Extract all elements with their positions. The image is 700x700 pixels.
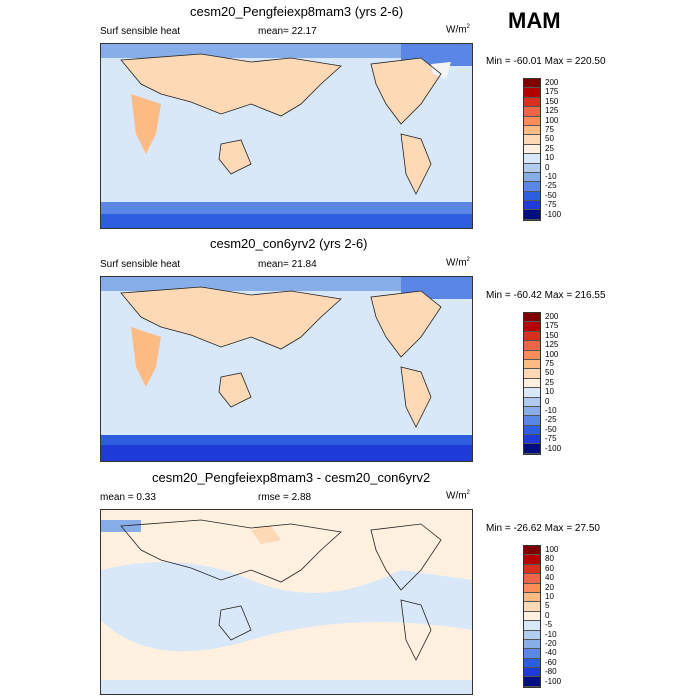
- colorbar-tick-label: 60: [545, 563, 554, 573]
- panel-1-mean-label: mean= 22.17: [258, 26, 317, 37]
- colorbar-tick-label: 75: [545, 359, 554, 368]
- panel-3-minmax: Min = -26.62 Max = 27.50: [486, 523, 600, 534]
- colorbar-tick-label: 100: [545, 545, 559, 554]
- colorbar-tick-label: -50: [545, 424, 557, 434]
- colorbar-tick-label: -80: [545, 667, 557, 677]
- colorbar-tick-label: 125: [545, 340, 559, 350]
- panel-2-units: W/m2: [446, 257, 470, 269]
- colorbar-tick-label: 150: [545, 96, 559, 106]
- colorbar-tick-label: 80: [545, 554, 554, 564]
- colorbar-tick-label: 10: [545, 153, 554, 163]
- colorbar-tick-label: 0: [545, 162, 550, 172]
- panel-3-title: cesm20_Pengfeiexp8mam3 - cesm20_con6yrv2: [152, 470, 431, 485]
- colorbar-tick-label: 150: [545, 330, 559, 340]
- panel-1-colorbar: [523, 78, 541, 221]
- colorbar-tick-label: 10: [545, 387, 554, 397]
- panel-1-map-graphic: [101, 44, 472, 228]
- panel-3-colorbar: [523, 545, 541, 688]
- colorbar-tick-label: 0: [545, 610, 550, 620]
- colorbar-tick-label: 125: [545, 106, 559, 116]
- panel-2-mean-label: mean= 21.84: [258, 259, 317, 270]
- colorbar-tick-label: 175: [545, 87, 559, 97]
- colorbar-tick-label: -100: [545, 443, 562, 453]
- panel-1-map: [100, 43, 473, 229]
- colorbar-tick-label: 175: [545, 321, 559, 331]
- panel-3-units: W/m2: [446, 490, 470, 502]
- colorbar-tick-label: 50: [545, 368, 554, 378]
- colorbar-tick-label: -100: [545, 209, 562, 219]
- colorbar-tick-label: -75: [545, 434, 557, 444]
- panel-2-title: cesm20_con6yrv2 (yrs 2-6): [210, 236, 368, 251]
- season-label: MAM: [508, 8, 561, 33]
- panel-3-map-graphic: [101, 510, 472, 694]
- panel-2-variable-label: Surf sensible heat: [100, 259, 181, 270]
- colorbar-tick-label: 200: [545, 312, 559, 321]
- colorbar-tick-label: 5: [545, 601, 550, 611]
- colorbar-tick-label: -25: [545, 181, 557, 191]
- colorbar-tick-label: -20: [545, 639, 557, 648]
- colorbar-tick-label: 200: [545, 78, 559, 87]
- panel-2-map: [100, 276, 473, 462]
- colorbar-tick-label: -100: [545, 676, 562, 686]
- panel-1-units: W/m2: [446, 24, 470, 36]
- colorbar-tick-label: -25: [545, 415, 557, 425]
- panel-3-mean-label: mean = 0.33: [100, 492, 156, 503]
- panel-3-rmse-label: rmse = 2.88: [258, 492, 312, 503]
- panel-2-colorbar: [523, 312, 541, 455]
- colorbar-tick-label: 10: [545, 592, 554, 601]
- colorbar-tick-label: 25: [545, 143, 554, 153]
- colorbar-tick-label: -40: [545, 648, 557, 658]
- colorbar-tick-label: 20: [545, 582, 554, 592]
- colorbar-tick-label: 40: [545, 573, 554, 583]
- colorbar-tick-label: 25: [545, 377, 554, 387]
- colorbar-tick-label: -50: [545, 190, 557, 200]
- colorbar-tick-label: 75: [545, 125, 554, 134]
- colorbar-tick-label: -10: [545, 172, 557, 181]
- colorbar-tick-label: 100: [545, 115, 559, 125]
- panel-1-title: cesm20_Pengfeiexp8mam3 (yrs 2-6): [190, 4, 404, 19]
- colorbar-tick-label: -60: [545, 657, 557, 667]
- colorbar-tick-label: -10: [545, 629, 557, 639]
- panel-2-map-graphic: [101, 277, 472, 461]
- colorbar-tick-label: -10: [545, 406, 557, 415]
- colorbar-tick-label: 50: [545, 134, 554, 144]
- panel-3-map: [100, 509, 473, 695]
- panel-1-minmax: Min = -60.01 Max = 220.50: [486, 56, 606, 67]
- panel-1-variable-label: Surf sensible heat: [100, 26, 181, 37]
- colorbar-tick-label: 100: [545, 349, 559, 359]
- colorbar-tick-label: 0: [545, 396, 550, 406]
- colorbar-tick-label: -5: [545, 620, 553, 630]
- colorbar-tick-label: -75: [545, 200, 557, 210]
- panel-2-minmax: Min = -60.42 Max = 216.55: [486, 290, 606, 301]
